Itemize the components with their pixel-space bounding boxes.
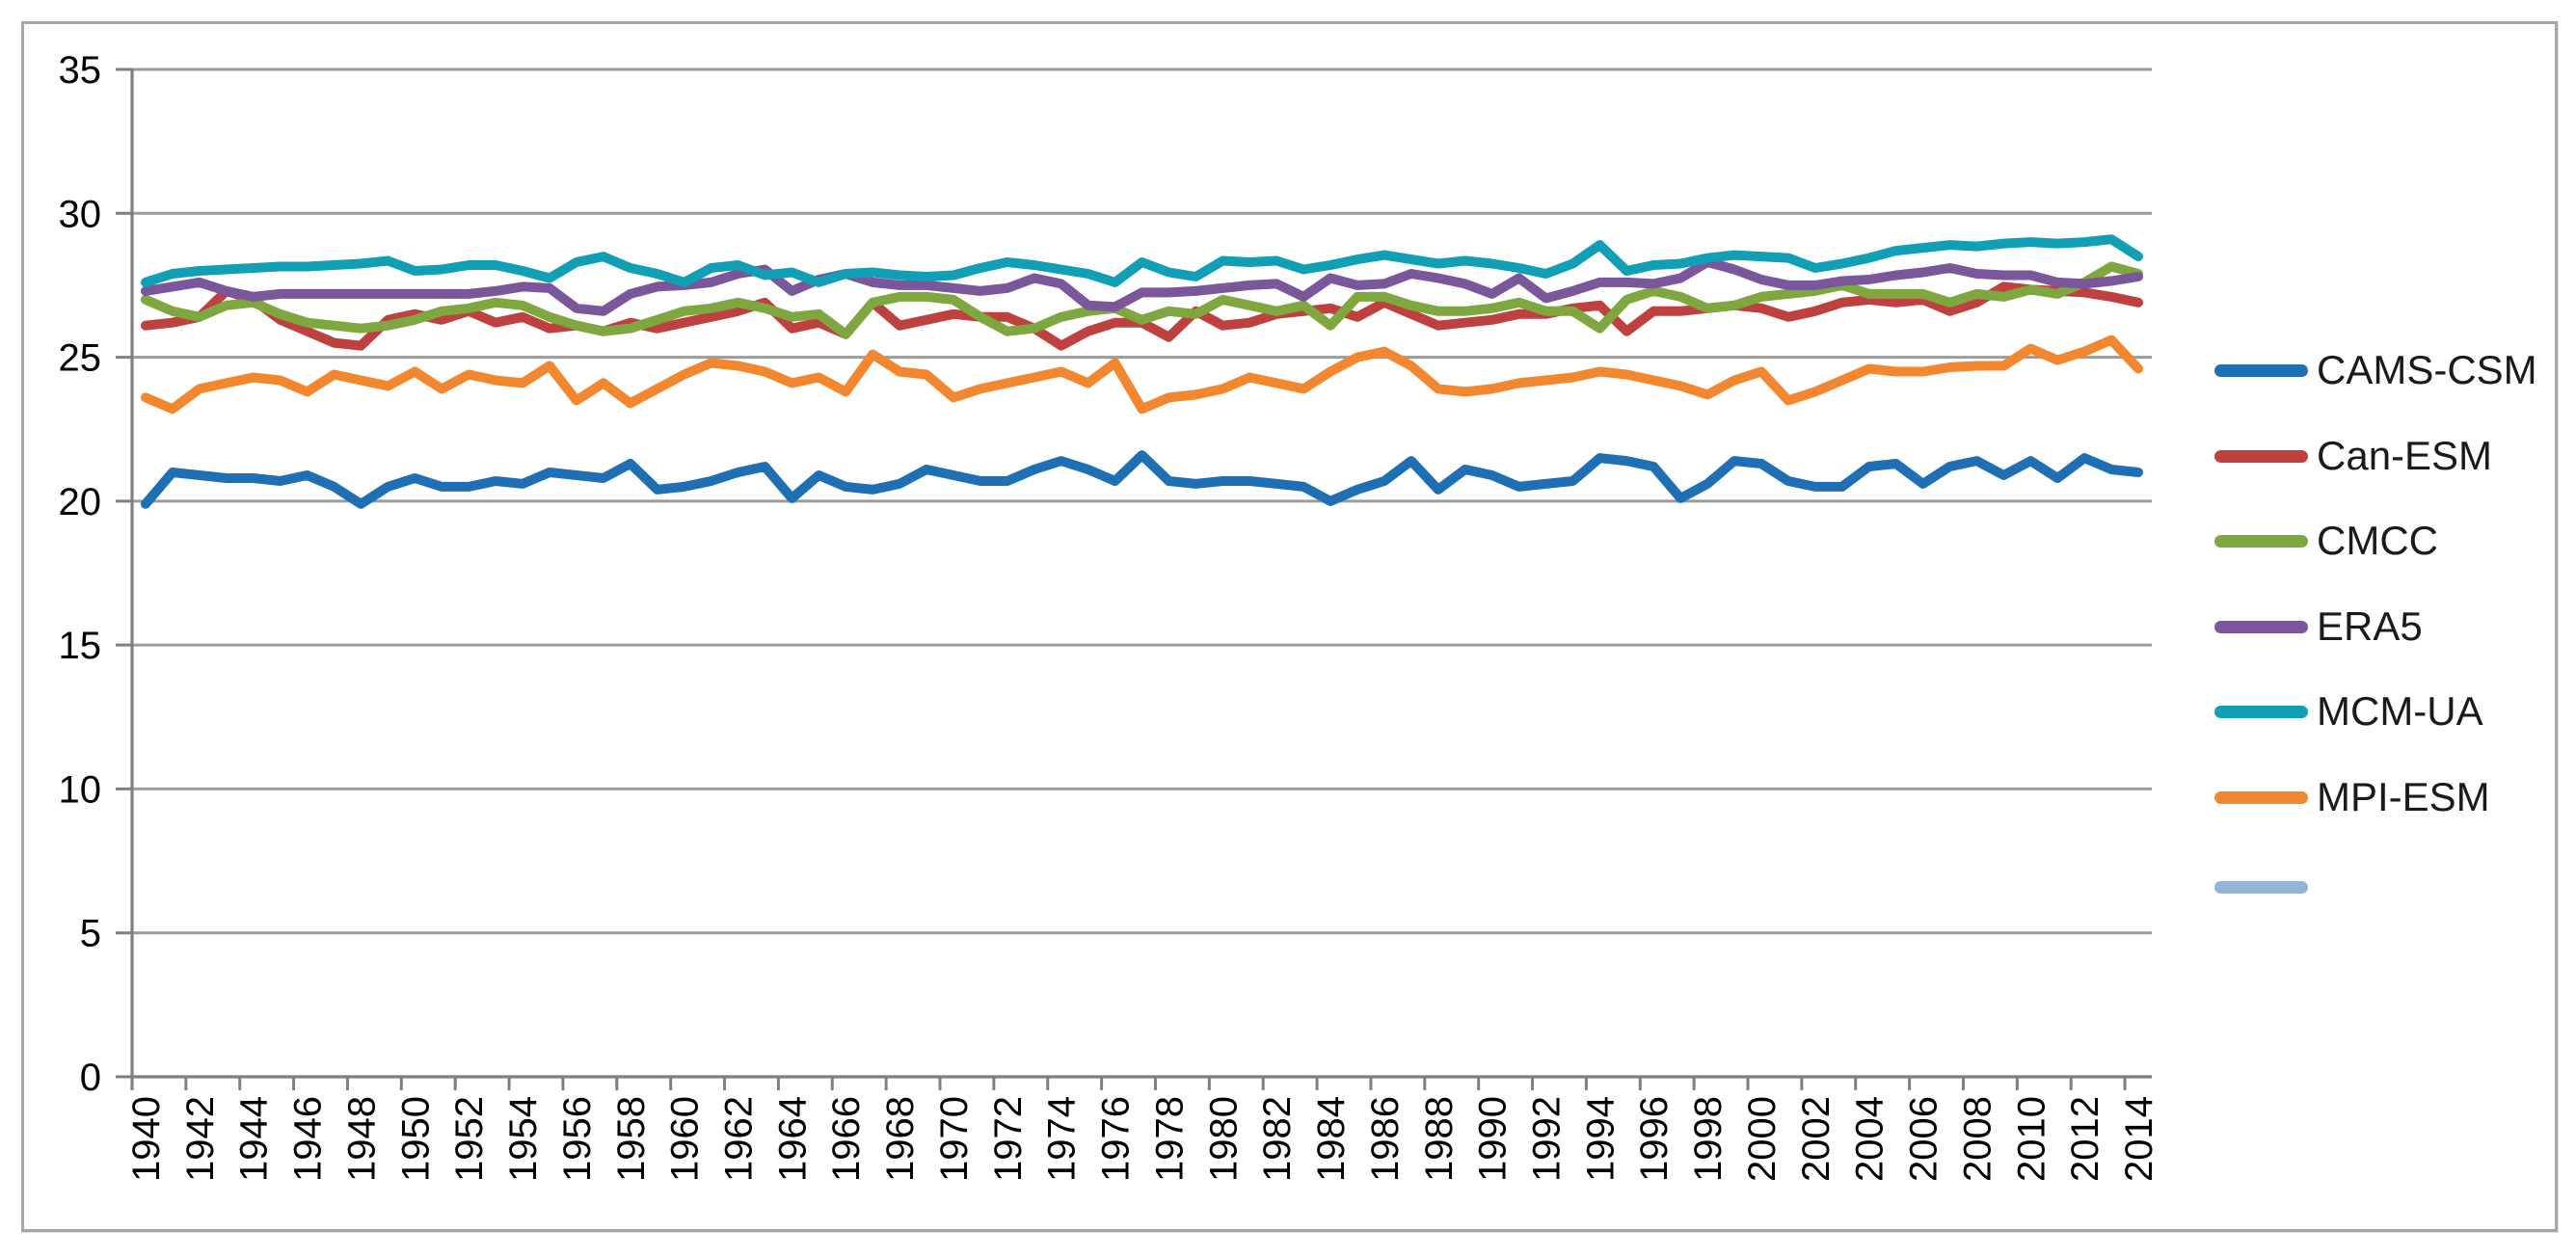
x-tick-label: 2004 (1849, 1096, 1892, 1182)
x-tick-label: 1942 (179, 1096, 222, 1182)
chart-frame (21, 21, 2558, 1232)
y-tick-label: 0 (80, 1057, 101, 1099)
legend-item-mcm-ua: MCM-UA (2214, 691, 2483, 732)
x-tick-label: 1990 (1472, 1096, 1515, 1182)
y-tick-label: 35 (59, 49, 102, 92)
legend-label: MCM-UA (2317, 688, 2483, 734)
x-tick-label: 1980 (1202, 1096, 1245, 1182)
y-tick-label: 10 (59, 768, 102, 811)
x-tick-label: 1946 (287, 1096, 330, 1182)
y-tick-label: 25 (59, 337, 102, 380)
x-tick-label: 1992 (1526, 1096, 1569, 1182)
series-line-mcm-ua (141, 234, 2143, 287)
legend-item-cmcc: CMCC (2214, 521, 2438, 561)
x-tick-label: 1976 (1095, 1096, 1138, 1182)
x-tick-label: 1978 (1148, 1096, 1191, 1182)
legend-swatch-icon (2214, 705, 2308, 718)
x-tick-label: 1940 (125, 1096, 168, 1182)
legend-swatch-icon (2214, 790, 2308, 804)
x-tick-label: 2008 (1956, 1096, 1999, 1182)
legend-label: MPI-ESM (2317, 774, 2490, 819)
x-tick-label: 1944 (233, 1096, 276, 1182)
series-line-cams-csm (141, 450, 2143, 509)
x-tick-label: 2000 (1741, 1096, 1784, 1182)
x-tick-label: 1964 (771, 1096, 814, 1182)
legend-swatch-icon (2214, 534, 2308, 548)
x-tick-label: 1954 (502, 1096, 545, 1182)
x-tick-label: 1962 (718, 1096, 761, 1182)
legend-label: CAMS-CSM (2317, 347, 2537, 392)
legend-swatch-icon (2214, 363, 2308, 377)
x-tick-label: 2006 (1903, 1096, 1945, 1182)
legend-label: Can-ESM (2317, 433, 2493, 478)
series-line-cmcc (141, 261, 2143, 339)
legend-item-can-esm: Can-ESM (2214, 436, 2492, 476)
x-tick-label: 1996 (1633, 1096, 1676, 1182)
legend-item-mpi-esm: MPI-ESM (2214, 777, 2490, 817)
x-tick-label: 1972 (987, 1096, 1030, 1182)
legend-swatch-icon (2214, 880, 2308, 894)
y-tick-label: 5 (80, 913, 101, 955)
legend-item-unlabeled (2214, 867, 2308, 907)
x-tick-label: 1958 (610, 1096, 653, 1182)
x-tick-label: 1984 (1310, 1096, 1353, 1182)
legend-label: ERA5 (2317, 603, 2423, 649)
x-tick-label: 1960 (664, 1096, 707, 1182)
x-tick-label: 2012 (2064, 1096, 2106, 1182)
x-tick-label: 2010 (2010, 1096, 2053, 1182)
x-tick-label: 1952 (448, 1096, 491, 1182)
x-tick-label: 1968 (879, 1096, 922, 1182)
y-tick-label: 30 (59, 193, 102, 235)
legend-item-cams-csm: CAMS-CSM (2214, 350, 2537, 390)
y-tick-label: 15 (59, 625, 102, 667)
x-tick-label: 1950 (394, 1096, 437, 1182)
x-tick-label: 1956 (556, 1096, 599, 1182)
legend-swatch-icon (2214, 449, 2308, 463)
x-tick-label: 1948 (340, 1096, 383, 1182)
x-tick-label: 1974 (1041, 1096, 1084, 1182)
series-line-era5 (141, 257, 2143, 316)
x-tick-label: 1994 (1579, 1096, 1622, 1182)
legend-item-era5: ERA5 (2214, 606, 2423, 647)
x-tick-label: 1988 (1418, 1096, 1461, 1182)
x-tick-label: 1970 (933, 1096, 976, 1182)
legend-label: CMCC (2317, 518, 2438, 563)
x-tick-label: 1982 (1256, 1096, 1299, 1182)
y-tick-label: 20 (59, 481, 102, 523)
x-tick-label: 1998 (1687, 1096, 1730, 1182)
series-line-mpi-esm (141, 335, 2143, 415)
x-tick-label: 2014 (2118, 1096, 2160, 1182)
x-tick-label: 1966 (825, 1096, 868, 1182)
x-tick-label: 2002 (1795, 1096, 1838, 1182)
x-tick-label: 1986 (1364, 1096, 1407, 1182)
legend-swatch-icon (2214, 620, 2308, 633)
